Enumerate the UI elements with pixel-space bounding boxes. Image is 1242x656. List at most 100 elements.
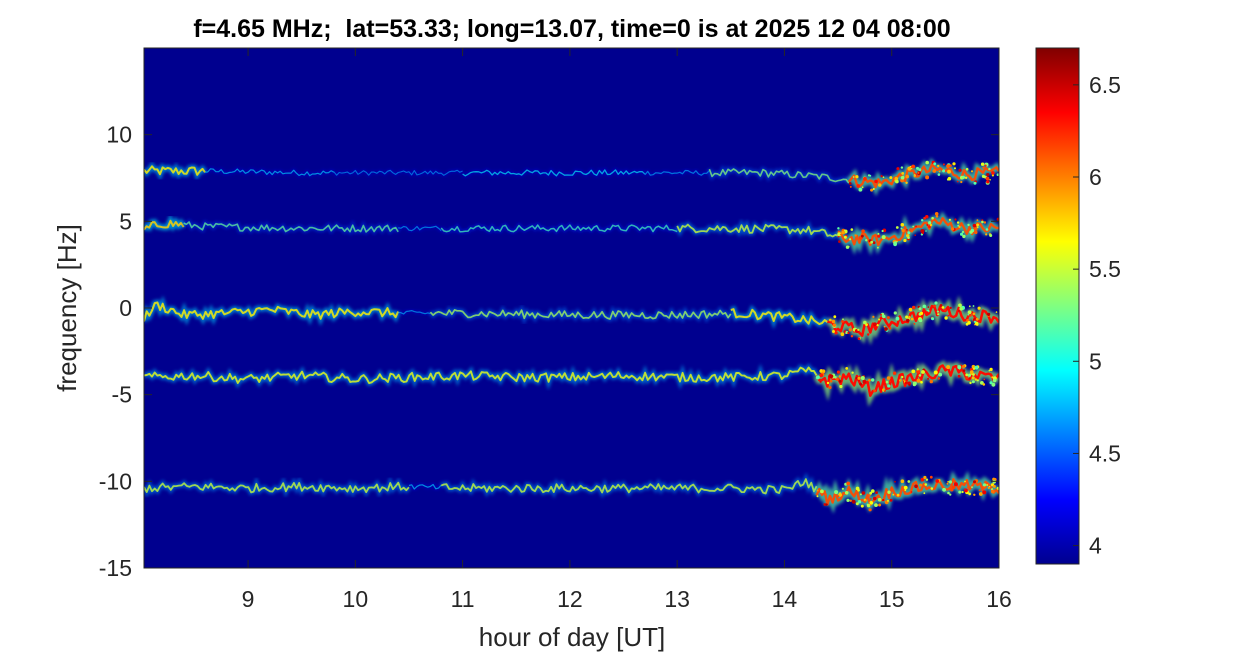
trace-core (408, 483, 442, 490)
trace-speckle (832, 323, 837, 327)
trace-speckle (918, 374, 922, 377)
trace-speckle (849, 185, 852, 188)
trace-speckle (965, 373, 969, 377)
trace-speckle (900, 175, 905, 180)
trace-speckle (988, 167, 991, 171)
trace-speckle (933, 370, 938, 375)
trace-speckle (984, 373, 987, 375)
trace-speckle (882, 176, 885, 178)
trace-speckle (962, 365, 966, 369)
trace-speckle (973, 320, 977, 323)
trace-speckle (917, 171, 920, 174)
trace-speckle (973, 181, 977, 185)
trace-speckle (967, 223, 970, 227)
trace-speckle (893, 241, 897, 245)
trace-core (144, 301, 400, 322)
trace-speckle (873, 322, 877, 327)
trace-speckle (971, 364, 976, 369)
x-tick-label: 10 (343, 586, 369, 612)
trace-speckle (918, 318, 923, 323)
colorbar-axis: 4 4.5 5 5.5 6 6.5 (1073, 72, 1121, 559)
trace-speckle (852, 176, 855, 178)
trace-speckle (936, 310, 940, 313)
trace-speckle (838, 240, 841, 243)
trace-speckle (969, 381, 972, 385)
trace-speckle (887, 384, 891, 388)
trace-speckle (958, 225, 961, 228)
trace-speckle (933, 304, 936, 308)
trace-speckle (871, 489, 875, 493)
trace-speckle (861, 229, 865, 233)
trace-speckle (895, 316, 900, 321)
trace-speckle (987, 486, 990, 490)
trace-speckle (899, 379, 902, 382)
trace-line-4 (144, 360, 999, 407)
trace-speckle (860, 504, 864, 508)
trace-speckle (841, 230, 846, 235)
trace-speckle (985, 228, 989, 231)
trace-speckle (961, 490, 964, 494)
trace-speckle (976, 226, 979, 229)
trace-speckle (976, 379, 979, 382)
trace-speckle (946, 164, 950, 169)
trace-speckle (857, 489, 860, 492)
trace-speckle (892, 371, 897, 375)
trace-speckle (974, 365, 979, 370)
trace-core (462, 169, 646, 177)
trace-speckle (925, 215, 929, 219)
trace-speckle (874, 503, 878, 507)
trace-line-3 (144, 295, 999, 346)
trace-speckle (968, 492, 972, 496)
y-tick-label: -10 (99, 468, 132, 494)
trace-speckle (925, 160, 929, 165)
trace-speckle (820, 489, 824, 494)
y-tick-label: 10 (106, 122, 132, 148)
trace-speckle (893, 311, 897, 315)
trace-speckle (991, 488, 994, 491)
trace-speckle (949, 493, 952, 496)
trace-speckle (912, 383, 917, 387)
trace-speckle (886, 376, 891, 380)
trace-speckle (930, 487, 934, 490)
trace-speckle (926, 224, 929, 226)
trace-speckle (938, 372, 943, 377)
x-axis: 9 10 11 12 13 14 15 16 (242, 48, 1012, 612)
trace-speckle (939, 304, 943, 307)
trace-speckle (919, 483, 923, 487)
trace-speckle (850, 228, 854, 231)
trace-speckle (986, 312, 991, 317)
trace-speckle (972, 305, 975, 307)
trace-core (398, 310, 431, 315)
trace-speckle (957, 365, 962, 370)
trace-speckle (839, 233, 842, 236)
trace-speckle (965, 167, 969, 171)
trace-speckle (927, 377, 930, 380)
trace-speckle (946, 482, 949, 485)
y-tick-label: -15 (99, 555, 132, 581)
trace-speckle (984, 164, 987, 167)
trace-speckle (880, 313, 882, 316)
trace-speckle (916, 368, 919, 371)
trace-speckle (973, 493, 976, 496)
trace-speckle (916, 378, 921, 383)
trace-speckle (972, 367, 976, 370)
trace-speckle (825, 503, 828, 506)
trace-speckle (929, 475, 933, 479)
trace-speckle (918, 168, 922, 172)
trace-speckle (947, 491, 950, 495)
trace-speckle (846, 481, 851, 486)
y-axis: -15 -10 -5 0 5 10 (99, 122, 999, 581)
trace-speckle (945, 306, 950, 311)
trace-speckle (912, 225, 915, 228)
trace-speckle (971, 376, 975, 380)
trace-speckle (927, 306, 930, 308)
trace-speckle (982, 166, 985, 169)
trace-core (815, 364, 999, 397)
trace-speckle (878, 318, 881, 321)
trace-speckle (873, 389, 876, 392)
trace-speckle (877, 232, 880, 235)
trace-speckle (980, 162, 985, 166)
trace-speckle (985, 176, 990, 181)
trace-speckle (925, 311, 929, 315)
